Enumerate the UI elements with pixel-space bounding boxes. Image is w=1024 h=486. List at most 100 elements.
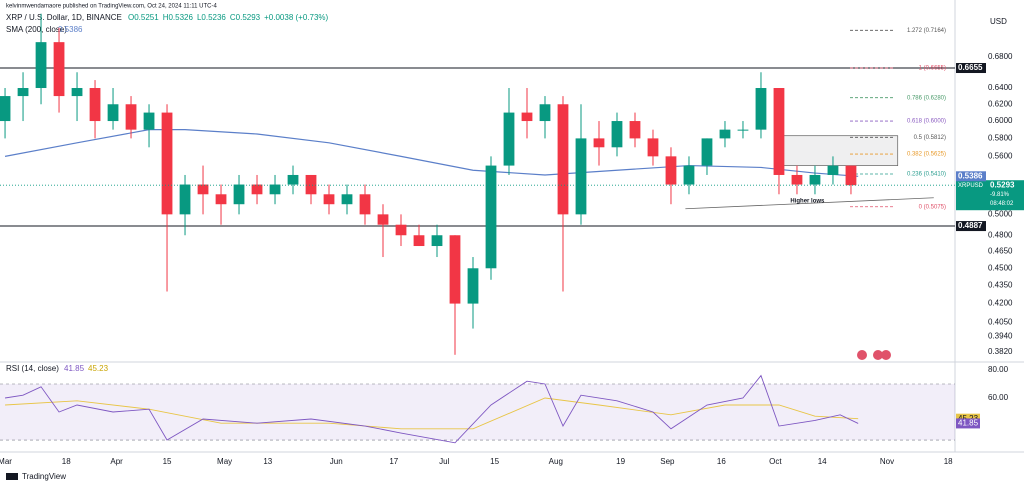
fib-label: 1 (0.6655) <box>919 66 946 72</box>
level-tag <box>956 63 986 74</box>
x-tick-label: Jun <box>330 457 343 466</box>
candle-body <box>179 184 191 215</box>
y-tick-label: 0.4050 <box>988 317 1013 326</box>
candle-body <box>35 42 47 89</box>
candle-body <box>125 104 137 130</box>
candle-body <box>449 235 461 304</box>
candle-body <box>629 121 641 139</box>
x-tick-label: 14 <box>818 457 827 466</box>
fib-label: 0 (0.5075) <box>919 204 946 210</box>
y-tick-label: 0.3940 <box>988 331 1013 340</box>
y-tick-label: 0.4200 <box>988 299 1013 308</box>
candle-body <box>485 165 497 269</box>
x-tick-label: Jul <box>439 457 449 466</box>
logo <box>6 473 18 480</box>
y-tick-label: 0.5600 <box>988 151 1013 160</box>
candle-body <box>683 165 695 185</box>
quote-value: H0.5326 <box>163 13 194 22</box>
rsi-band <box>0 383 955 441</box>
symbol: XRP / U.S. Dollar, 1D, BINANCE <box>6 13 122 22</box>
price-tag-countdown: 08:48:02 <box>990 201 1014 207</box>
candle-body <box>593 138 605 148</box>
flag-icons <box>857 350 891 360</box>
candle-body <box>647 138 659 157</box>
rsi-tag <box>956 418 980 429</box>
fib-label: 0.786 (0.6280) <box>907 95 946 101</box>
x-tick-label: Oct <box>769 457 782 466</box>
level-tag-label: 0.4887 <box>958 221 983 230</box>
annotation: Higher lows <box>790 198 825 204</box>
rsi-tag-label: 41.85 <box>958 419 979 428</box>
level-tag-label: 0.6655 <box>958 63 983 72</box>
quote-value: O0.5251 <box>128 13 159 22</box>
trendline <box>685 197 934 210</box>
candle-body <box>251 184 263 195</box>
candle-body <box>737 129 749 131</box>
candle-body <box>161 112 173 215</box>
x-tick-label: May <box>217 457 232 466</box>
candle-body <box>557 104 569 215</box>
rsi-ma-line <box>5 397 859 430</box>
y-tick-label: 0.6000 <box>988 116 1013 125</box>
candle-body <box>17 88 29 97</box>
candle-body <box>719 129 731 139</box>
candle-body <box>89 88 101 122</box>
price-tag-symbol: XRPUSD <box>958 183 984 189</box>
fib-label: 1.272 (0.7164) <box>907 28 946 34</box>
rsi-tick-label: 80.00 <box>988 365 1009 374</box>
price-tag-value: 0.5293 <box>990 180 1015 189</box>
rsi-value: 41.85 <box>64 364 85 373</box>
y-tick-label: 0.4350 <box>988 281 1013 290</box>
fib-label: 0.618 (0.6000) <box>907 119 946 125</box>
fib-label: 0.5 (0.5812) <box>914 135 946 141</box>
candle-body <box>71 88 83 97</box>
candle-body <box>521 112 533 122</box>
sma-tag <box>956 171 986 182</box>
quote-value: C0.5293 <box>230 13 261 22</box>
candle-body <box>467 268 479 304</box>
candle-body <box>755 88 767 130</box>
candle-body <box>809 174 821 185</box>
quote-value: L0.5236 <box>197 13 226 22</box>
candle-body <box>143 112 155 130</box>
x-tick-label: 19 <box>616 457 625 466</box>
y-tick-label: 0.4650 <box>988 247 1013 256</box>
candle-body <box>395 224 407 236</box>
y-tick-label: 0.6400 <box>988 83 1013 92</box>
publisher: kelvinmwendamaore published on TradingVi… <box>6 4 217 10</box>
candle-body <box>287 174 299 185</box>
candle-body <box>431 235 443 247</box>
x-tick-label: 16 <box>717 457 726 466</box>
x-tick-label: Mar <box>0 457 12 466</box>
y-tick-label: 0.3820 <box>988 347 1013 356</box>
sma-line <box>4 129 859 177</box>
y-tick-label: 0.4800 <box>988 230 1013 239</box>
currency: USD <box>990 17 1007 26</box>
x-tick-label: 17 <box>389 457 398 466</box>
candle-body <box>845 165 857 186</box>
candle-body <box>233 184 245 205</box>
price-tag <box>956 180 1024 211</box>
fib-label: 0.236 (0.5410) <box>907 172 946 178</box>
candle-body <box>791 174 803 185</box>
y-tick-label: 0.4500 <box>988 263 1013 272</box>
candle-body <box>341 194 353 205</box>
candle-body <box>377 214 389 225</box>
candle-body <box>323 194 335 205</box>
y-tick-label: 0.5000 <box>988 209 1013 218</box>
candle-body <box>503 112 515 166</box>
y-tick-label: 0.6200 <box>988 99 1013 108</box>
price-tag-change: -9.81% <box>990 192 1010 198</box>
candle-body <box>611 121 623 148</box>
x-tick-label: Sep <box>660 457 675 466</box>
candle-body <box>215 194 227 205</box>
candle-body <box>575 138 587 215</box>
rsi-tick-label: 60.00 <box>988 393 1009 402</box>
candle-body <box>665 156 677 185</box>
x-tick-label: 18 <box>944 457 953 466</box>
candle-body <box>827 165 839 175</box>
level-tag <box>956 221 986 232</box>
candle-body <box>359 194 371 215</box>
sma-value: 0.5386 <box>58 25 83 34</box>
